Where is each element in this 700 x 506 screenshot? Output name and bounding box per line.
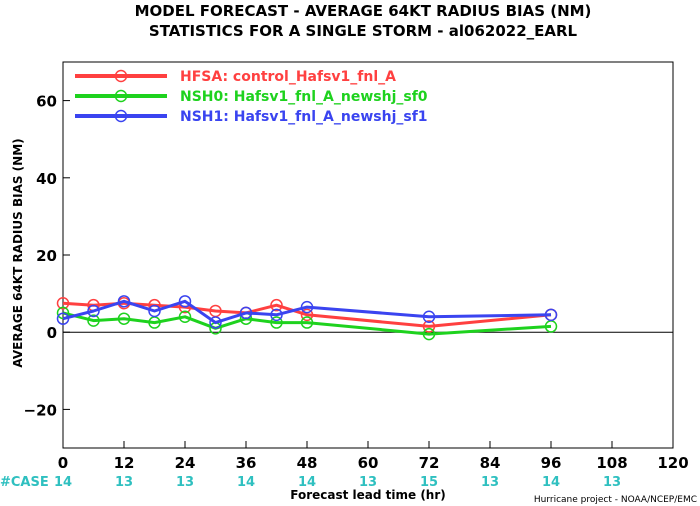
data-point [422, 310, 436, 324]
case-count: 14 [54, 475, 72, 490]
data-point [87, 304, 100, 318]
x-tick-label: 84 [480, 454, 501, 472]
y-tick-label: 60 [36, 93, 57, 111]
y-tick-label: −20 [24, 401, 57, 419]
x-tick-label: 24 [175, 454, 196, 472]
case-count: 15 [420, 475, 438, 490]
data-point [148, 304, 161, 318]
x-tick-label: 0 [58, 454, 68, 472]
case-count: 13 [359, 475, 377, 490]
chart-title-line2: STATISTICS FOR A SINGLE STORM - al062022… [149, 22, 578, 40]
y-tick-label: 40 [36, 170, 57, 188]
case-count-row: #CASE 14 13 13 14 14 13 15 13 14 13 [0, 475, 621, 490]
x-tick-label: 12 [114, 454, 135, 472]
x-tick-label: 48 [297, 454, 318, 472]
data-point [239, 306, 253, 320]
data-point [117, 295, 131, 308]
x-tick-label: 120 [657, 454, 688, 472]
data-point [270, 298, 283, 312]
series-layer [56, 295, 558, 341]
x-tick-label: 36 [236, 454, 257, 472]
data-point [87, 314, 100, 327]
legend-marker [114, 69, 128, 83]
legend-label: NSH0: Hafsv1_fnl_A_newshj_sf0 [180, 89, 428, 105]
case-count: 14 [237, 475, 255, 490]
data-point [300, 316, 314, 329]
y-tick-label: 20 [36, 247, 57, 265]
data-point [178, 310, 192, 324]
case-count: 14 [542, 475, 560, 490]
data-point [270, 316, 283, 329]
y-tick-label: 0 [47, 324, 57, 342]
case-count: 13 [481, 475, 499, 490]
y-axis-label: AVERAGE 64KT RADIUS BIAS (NM) [11, 138, 25, 367]
data-point [422, 327, 436, 341]
data-point [209, 316, 222, 329]
x-axis-label: Forecast lead time (hr) [290, 488, 446, 502]
case-count: 13 [603, 475, 621, 490]
case-count: 13 [115, 475, 133, 490]
data-point [56, 312, 70, 325]
data-point [270, 308, 283, 322]
x-axis: 0 12 24 36 48 60 72 84 96 108 120 [58, 441, 689, 472]
series-line [62, 299, 552, 325]
data-point [117, 312, 131, 325]
case-label: #CASE [0, 475, 49, 490]
data-point [178, 295, 192, 308]
case-count: 14 [298, 475, 316, 490]
y-axis: −20 0 20 40 60 [24, 93, 70, 419]
data-point [56, 297, 70, 310]
x-tick-label: 96 [541, 454, 562, 472]
x-tick-label: 60 [358, 454, 379, 472]
data-point [300, 308, 314, 322]
chart-title-line1: MODEL FORECAST - AVERAGE 64KT RADIUS BIA… [135, 2, 592, 20]
series-2 [56, 295, 558, 329]
x-tick-label: 108 [596, 454, 627, 472]
credit-text: Hurricane project - NOAA/NCEP/EMC [534, 495, 697, 505]
legend-marker [114, 109, 128, 123]
data-point [422, 320, 436, 333]
data-point [300, 300, 314, 314]
legend-label: NSH1: Hafsv1_fnl_A_newshj_sf1 [180, 109, 428, 125]
legend-marker [114, 89, 128, 103]
x-tick-label: 72 [419, 454, 440, 472]
legend-label: HFSA: control_Hafsv1_fnl_A [180, 69, 396, 85]
legend: HFSA: control_Hafsv1_fnl_A NSH0: Hafsv1_f… [75, 69, 428, 125]
data-point [544, 308, 558, 322]
case-count: 13 [176, 475, 194, 490]
